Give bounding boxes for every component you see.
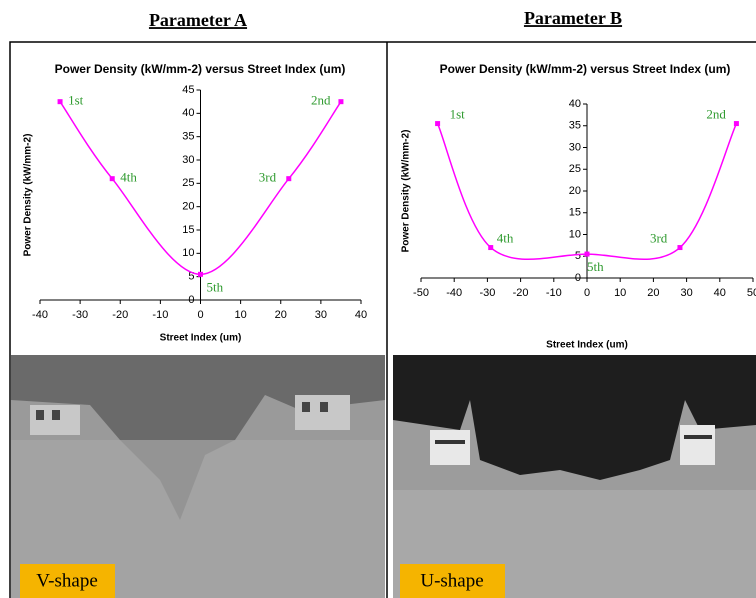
- point-label: 2nd: [706, 107, 726, 122]
- data-point: [734, 121, 739, 126]
- x-tick-label: 30: [680, 287, 692, 299]
- point-label: 1st: [68, 93, 84, 108]
- data-point: [435, 121, 440, 126]
- x-tick-label: -30: [72, 309, 88, 321]
- x-tick-label: 40: [714, 287, 726, 299]
- point-label: 3rd: [650, 231, 668, 246]
- x-axis-label: Street Index (um): [160, 333, 242, 344]
- y-tick-label: 25: [569, 163, 581, 175]
- y-tick-label: 5: [575, 250, 581, 262]
- chart-title: Power Density (kW/mm-2) versus Street In…: [440, 62, 731, 76]
- x-tick-label: 10: [235, 309, 247, 321]
- y-tick-label: 25: [182, 177, 194, 189]
- y-tick-label: 40: [569, 98, 581, 110]
- data-point: [585, 252, 590, 257]
- x-axis-label: Street Index (um): [546, 340, 628, 351]
- y-axis-label: Power Density (kW/mm-2): [401, 130, 412, 253]
- y-tick-label: 10: [182, 247, 194, 259]
- point-label: 3rd: [259, 170, 277, 185]
- y-tick-label: 15: [569, 207, 581, 219]
- y-tick-label: 40: [182, 107, 194, 119]
- point-label: 5th: [587, 259, 604, 274]
- y-tick-label: 0: [188, 294, 194, 306]
- data-point: [338, 99, 343, 104]
- y-tick-label: 15: [182, 224, 194, 236]
- header: Parameter A: [149, 10, 247, 30]
- y-tick-label: 20: [182, 201, 194, 213]
- image-label: U-shape: [420, 570, 483, 591]
- y-tick-label: 35: [182, 131, 194, 143]
- y-tick-label: 30: [569, 141, 581, 153]
- point-label: 5th: [207, 279, 224, 294]
- point-label: 4th: [120, 170, 137, 185]
- x-tick-label: -40: [446, 287, 462, 299]
- y-tick-label: 10: [569, 228, 581, 240]
- y-tick-label: 45: [182, 84, 194, 96]
- point-label: 4th: [497, 231, 514, 246]
- x-tick-label: 0: [584, 287, 590, 299]
- x-tick-label: 10: [614, 287, 626, 299]
- figure: Parameter A Parameter B V-shape U-shape …: [0, 0, 756, 598]
- x-tick-label: -20: [112, 309, 128, 321]
- x-tick-label: -40: [32, 309, 48, 321]
- x-tick-label: 20: [275, 309, 287, 321]
- x-tick-label: 50: [747, 287, 756, 299]
- data-point: [58, 99, 63, 104]
- point-label: 1st: [450, 107, 466, 122]
- y-tick-label: 30: [182, 154, 194, 166]
- data-point: [677, 245, 682, 250]
- chart-title: Power Density (kW/mm-2) versus Street In…: [55, 62, 346, 76]
- header: Parameter B: [524, 8, 622, 28]
- y-tick-label: 0: [575, 272, 581, 284]
- data-point: [286, 176, 291, 181]
- x-tick-label: 30: [315, 309, 327, 321]
- photo: [393, 355, 756, 598]
- data-point: [488, 245, 493, 250]
- data-point: [198, 272, 203, 277]
- x-tick-label: -10: [546, 287, 562, 299]
- y-tick-label: 20: [569, 185, 581, 197]
- x-tick-label: 20: [647, 287, 659, 299]
- image-label: V-shape: [36, 570, 98, 591]
- point-label: 2nd: [311, 93, 331, 108]
- data-point: [110, 176, 115, 181]
- x-tick-label: 40: [355, 309, 367, 321]
- photo: [11, 355, 385, 598]
- x-tick-label: 0: [197, 309, 203, 321]
- y-tick-label: 35: [569, 120, 581, 132]
- x-tick-label: -30: [479, 287, 495, 299]
- x-tick-label: -20: [513, 287, 529, 299]
- y-axis-label: Power Density (kW/mm-2): [23, 134, 34, 257]
- x-tick-label: -10: [152, 309, 168, 321]
- x-tick-label: -50: [413, 287, 429, 299]
